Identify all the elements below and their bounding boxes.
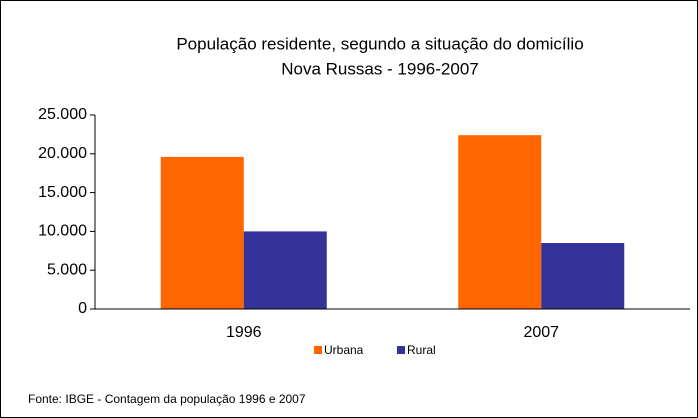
y-tick-label: 20.000 bbox=[38, 145, 87, 162]
y-tick-label: 5.000 bbox=[47, 261, 87, 278]
legend-swatch bbox=[397, 346, 405, 354]
x-tick-label: 2007 bbox=[523, 324, 559, 341]
bar bbox=[458, 135, 542, 309]
bar bbox=[160, 156, 244, 309]
x-tick-label: 1996 bbox=[226, 324, 262, 341]
legend-label: Urbana bbox=[324, 343, 364, 357]
y-tick-label: 15.000 bbox=[38, 184, 87, 201]
chart-subtitle: Nova Russas - 1996-2007 bbox=[281, 59, 479, 78]
source-note: Fonte: IBGE - Contagem da população 1996… bbox=[28, 392, 306, 406]
chart-title: População residente, segundo a situação … bbox=[176, 34, 583, 53]
bar bbox=[243, 231, 327, 309]
y-tick-label: 10.000 bbox=[38, 223, 87, 240]
y-tick-label: 25.000 bbox=[38, 106, 87, 123]
y-tick-label: 0 bbox=[78, 300, 87, 317]
bar bbox=[541, 243, 625, 309]
legend-label: Rural bbox=[407, 343, 436, 357]
legend-swatch bbox=[314, 346, 322, 354]
